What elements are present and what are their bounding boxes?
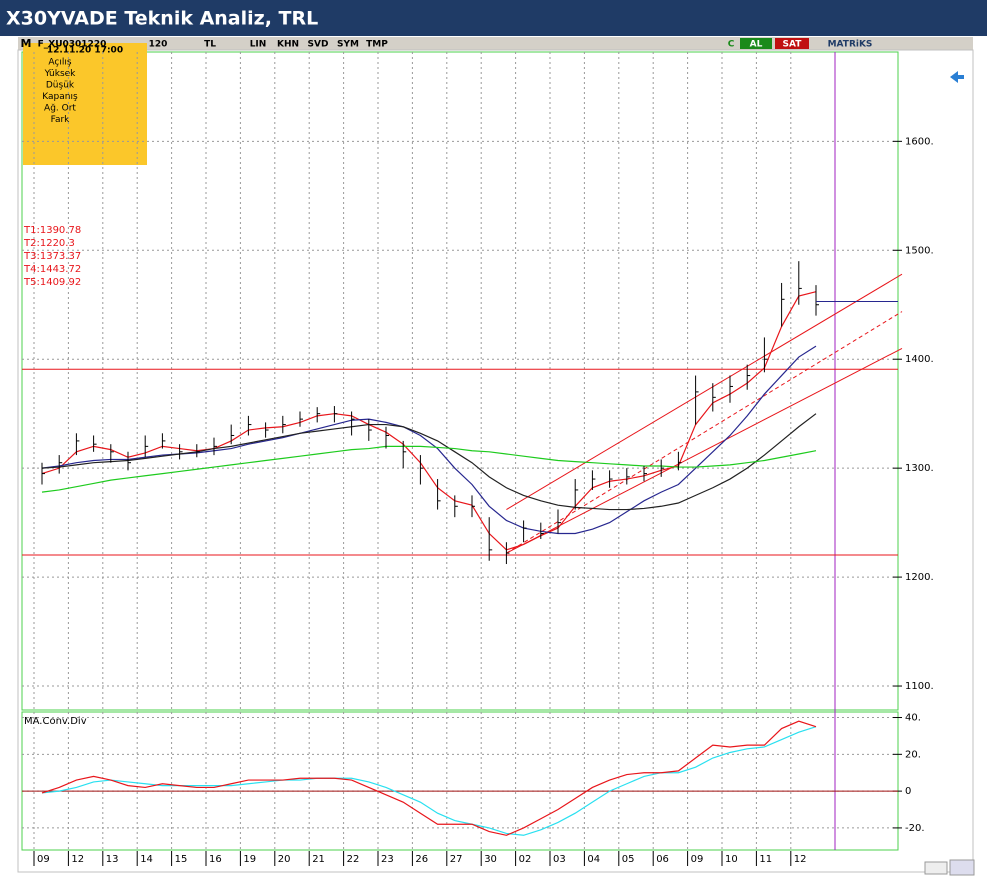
x-tick-label: 09 — [691, 854, 704, 865]
y-tick-label: 20. — [905, 749, 921, 760]
y-tick-label: 1600. — [905, 136, 934, 147]
back-arrow[interactable] — [950, 71, 964, 83]
title-bar — [0, 0, 987, 36]
chart-area — [17, 49, 974, 873]
x-tick-label: 12 — [71, 854, 84, 865]
x-tick-label: 20 — [278, 854, 291, 865]
info-field: Ağ. Ort — [44, 104, 76, 114]
indicator-line — [41, 720, 817, 836]
toolbar-item[interactable]: M — [21, 37, 32, 50]
x-tick-label: 30 — [484, 854, 497, 865]
indicator-line — [41, 726, 817, 836]
x-tick-label: 23 — [381, 854, 394, 865]
x-tick-label: 11 — [759, 854, 772, 865]
x-tick-label: 06 — [656, 854, 669, 865]
y-tick-label: 1100. — [905, 681, 934, 692]
toolbar-item[interactable]: C — [728, 40, 735, 50]
x-tick-label: 10 — [725, 854, 738, 865]
level-label: T2:1220.3 — [23, 238, 75, 249]
price-panel — [21, 51, 899, 711]
x-tick-label: 27 — [450, 854, 463, 865]
level-label: T4:1443.72 — [23, 264, 81, 275]
toolbar — [18, 37, 973, 50]
toolbar-item[interactable]: F_XU0301220 — [38, 40, 107, 50]
y-tick-label: 1200. — [905, 572, 934, 583]
info-field: Yüksek — [44, 69, 77, 79]
toolbar-item[interactable]: SVD — [308, 40, 329, 50]
y-tick-label: -20. — [905, 823, 925, 834]
x-tick-label: 15 — [175, 854, 188, 865]
sat-button[interactable] — [775, 38, 809, 49]
info-datetime: 12.11.20 17:00 — [47, 46, 123, 56]
level-label: T3:1373.37 — [23, 251, 81, 262]
x-tick-label: 03 — [553, 854, 566, 865]
x-tick-label: 05 — [622, 854, 635, 865]
channel-line — [506, 273, 903, 510]
info-field: Açılış — [48, 58, 71, 68]
window-title: X30YVADE Teknik Analiz, TRL — [6, 8, 318, 30]
toolbar-item[interactable]: KHN — [277, 40, 299, 50]
y-tick-label: 1300. — [905, 463, 934, 474]
y-tick-label: 1400. — [905, 354, 934, 365]
x-tick-label: 09 — [37, 854, 50, 865]
x-tick-label: 04 — [587, 854, 600, 865]
toolbar-item[interactable]: 120 — [149, 40, 168, 50]
scroll-button[interactable] — [924, 861, 948, 875]
toolbar-item[interactable]: MATRiKS — [828, 40, 873, 50]
nav-button[interactable] — [949, 859, 975, 876]
toolbar-item[interactable]: AL — [750, 40, 763, 50]
info-field: Kapanış — [42, 92, 78, 102]
toolbar-item[interactable]: TL — [204, 40, 216, 50]
toolbar-item[interactable]: TMP — [366, 40, 388, 50]
macd-panel — [21, 711, 899, 851]
toolbar-item[interactable]: SAT — [783, 40, 803, 50]
x-tick-label: 19 — [243, 854, 256, 865]
info-field: Fark — [51, 115, 71, 125]
panel-title: MA.Conv.Div — [24, 716, 87, 727]
channel-line — [506, 311, 903, 554]
x-tick-label: 22 — [347, 854, 360, 865]
info-box — [23, 43, 147, 165]
indicator-line — [41, 413, 817, 511]
level-label: T1:1390.78 — [23, 225, 81, 236]
channel-line — [506, 347, 903, 554]
y-tick-label: 40. — [905, 713, 921, 724]
al-button[interactable] — [740, 38, 772, 49]
indicator-line — [41, 291, 817, 551]
y-tick-label: 0 — [905, 786, 911, 797]
x-tick-label: 12 — [794, 854, 807, 865]
info-field: Düşük — [46, 81, 75, 91]
x-tick-label: 02 — [519, 854, 532, 865]
x-tick-label: 26 — [415, 854, 428, 865]
x-tick-label: 14 — [140, 854, 153, 865]
level-label: T5:1409.92 — [23, 277, 81, 288]
toolbar-item[interactable]: SYM — [337, 40, 359, 50]
indicator-line — [41, 445, 817, 493]
x-tick-label: 13 — [106, 854, 119, 865]
x-tick-label: 16 — [209, 854, 222, 865]
y-tick-label: 1500. — [905, 245, 934, 256]
x-tick-label: 21 — [312, 854, 325, 865]
toolbar-item[interactable]: LIN — [250, 40, 267, 50]
